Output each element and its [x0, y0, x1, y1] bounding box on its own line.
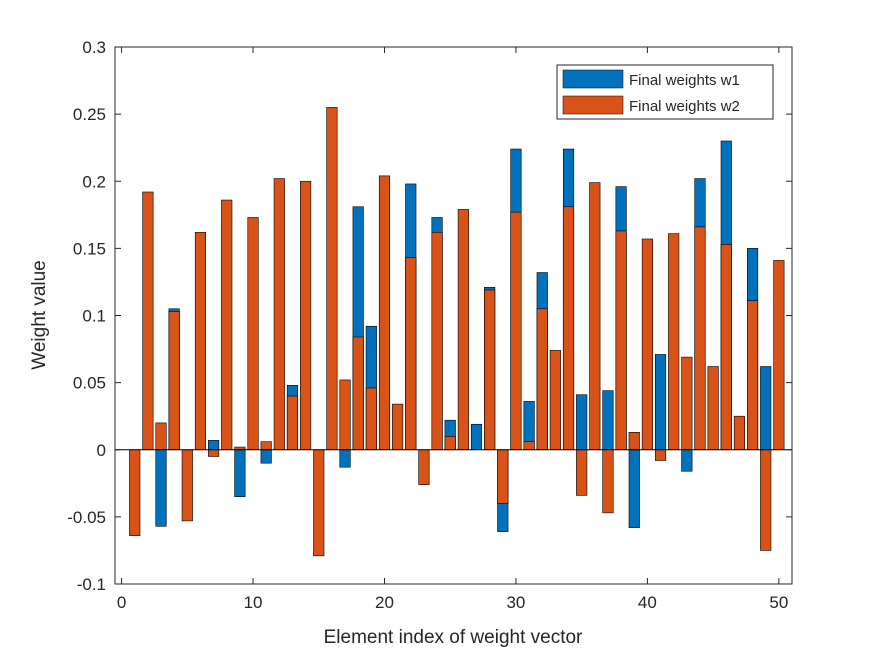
- bar-w1-9: [234, 449, 246, 498]
- y-tick-label: 0.05: [73, 374, 106, 393]
- bar-w2-20: [378, 175, 391, 451]
- bar-w1-43: [681, 449, 693, 472]
- x-tick-label: 0: [117, 593, 126, 612]
- bar-w1-49: [760, 366, 772, 451]
- bar-w1-17: [339, 449, 351, 468]
- series-w2-bars: [129, 107, 785, 557]
- y-tick-label: 0.15: [73, 239, 106, 258]
- y-tick-label: 0: [97, 441, 106, 460]
- bar-w1-37: [602, 390, 614, 451]
- x-tick-label: 50: [769, 593, 788, 612]
- bar-w2-29: [497, 449, 509, 504]
- legend-label-w1: Final weights w1: [629, 72, 740, 89]
- y-axis-title: Weight value: [29, 260, 50, 370]
- y-tick-label: -0.05: [67, 508, 106, 527]
- bar-w2-32: [536, 308, 548, 451]
- y-tick-label: 0.2: [82, 172, 106, 191]
- bar-w2-7: [208, 449, 220, 457]
- bar-w2-4: [168, 311, 180, 451]
- legend[interactable]: Final weights w1 Final weights w2: [556, 64, 774, 120]
- x-axis-title: Element index of weight vector: [324, 627, 583, 648]
- bar-w2-33: [549, 350, 561, 451]
- bar-w2-18: [352, 336, 364, 451]
- bar-w2-41: [654, 449, 667, 461]
- y-tick-label: 0.1: [82, 307, 106, 326]
- bar-w2-26: [457, 209, 469, 451]
- y-tick-label: -0.1: [77, 575, 106, 594]
- bar-w2-48: [747, 300, 759, 451]
- bar-w2-16: [326, 107, 338, 451]
- bar-w1-35: [576, 394, 588, 451]
- bar-w2-13: [286, 395, 299, 451]
- bar-w2-35: [576, 449, 588, 496]
- bar-w2-36: [589, 182, 601, 451]
- bar-w2-21: [392, 403, 404, 451]
- bar-w2-5: [181, 449, 193, 522]
- bar-w2-46: [720, 244, 732, 451]
- bar-w2-23: [418, 449, 430, 485]
- bar-w2-28: [484, 289, 496, 451]
- bar-w2-22: [405, 257, 417, 451]
- bar-w2-47: [733, 415, 745, 451]
- bar-w2-17: [339, 379, 351, 451]
- bar-w1-27: [470, 423, 483, 451]
- bar-w2-2: [142, 191, 154, 451]
- bar-w1-11: [260, 449, 272, 464]
- x-tick-label: 30: [506, 593, 525, 612]
- bar-w2-10: [247, 217, 259, 451]
- legend-swatch-w2: [562, 95, 624, 115]
- bar-w2-38: [615, 230, 627, 451]
- x-tick-label: 20: [375, 593, 394, 612]
- x-tick-label: 40: [638, 593, 657, 612]
- bar-w2-19: [365, 387, 377, 451]
- bar-w2-40: [641, 238, 653, 451]
- bar-w2-39: [628, 431, 640, 451]
- y-tick-label: 0.3: [82, 38, 106, 57]
- bar-w2-34: [562, 206, 575, 451]
- bar-w2-42: [668, 233, 680, 451]
- legend-label-w2: Final weights w2: [629, 98, 740, 115]
- bar-w2-31: [523, 441, 535, 451]
- bar-w2-44: [694, 226, 706, 451]
- bar-w2-24: [431, 231, 443, 451]
- bar-w2-15: [313, 449, 325, 557]
- bar-w2-50: [773, 260, 785, 451]
- bar-w1-3: [155, 449, 167, 527]
- bar-w2-45: [707, 366, 719, 451]
- bar-w2-30: [510, 211, 522, 451]
- bar-w2-1: [129, 449, 141, 536]
- bar-w2-49: [760, 449, 772, 551]
- bar-w2-3: [155, 422, 167, 451]
- bar-w2-11: [260, 441, 272, 451]
- legend-swatch-w1: [562, 69, 624, 89]
- bar-w2-25: [444, 436, 456, 451]
- bar-w2-6: [194, 231, 207, 451]
- bar-w2-14: [300, 180, 312, 451]
- y-tick-label: 0.25: [73, 105, 106, 124]
- x-axis-ticks: 0 10 20 30 40 50: [117, 47, 788, 612]
- bar-w2-37: [602, 449, 614, 514]
- bar-w2-8: [221, 199, 233, 451]
- x-tick-label: 10: [244, 593, 263, 612]
- bar-w2-43: [681, 356, 693, 451]
- bar-w1-41: [654, 354, 667, 451]
- bar-w1-7: [208, 440, 220, 451]
- bar-w1-39: [628, 449, 640, 528]
- y-axis-ticks: -0.1 -0.05 0 0.05 0.1 0.15 0.2 0.25 0.3: [67, 38, 792, 594]
- bar-w2-12: [273, 178, 285, 451]
- plot-area: [115, 47, 792, 584]
